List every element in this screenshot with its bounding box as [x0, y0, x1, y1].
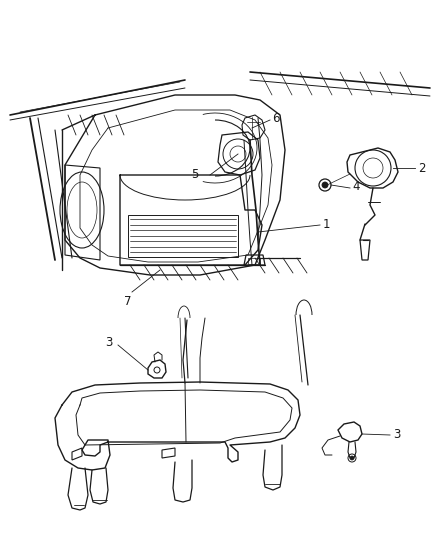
Text: 3: 3 [393, 427, 400, 440]
Bar [128, 215, 238, 257]
Text: 6: 6 [272, 112, 279, 125]
Text: 7: 7 [124, 295, 132, 308]
Text: 5: 5 [191, 168, 198, 182]
Text: 4: 4 [352, 181, 360, 193]
Circle shape [322, 182, 328, 188]
Text: 1: 1 [323, 217, 331, 230]
Text: 2: 2 [418, 161, 425, 174]
Text: 3: 3 [105, 335, 113, 349]
Circle shape [350, 456, 354, 460]
Bar [248, 258, 260, 264]
